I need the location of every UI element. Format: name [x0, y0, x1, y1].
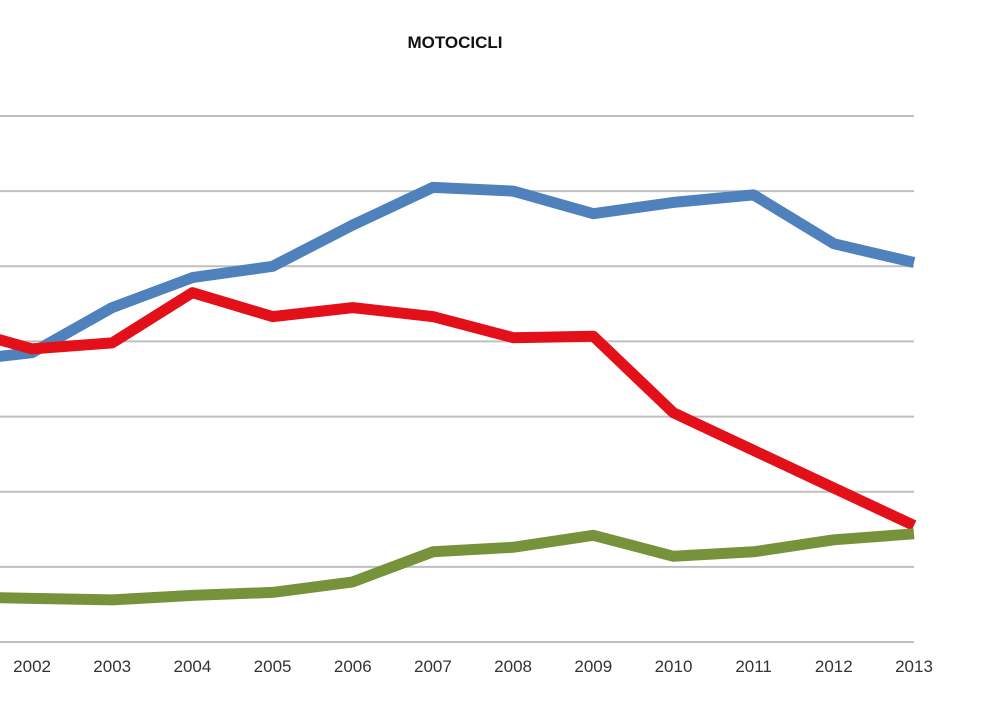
x-tick-label: 2002	[13, 657, 51, 676]
x-axis-tick-labels: 2002 2003 2004 2005 2006 2007 2008 2009 2010 2011…	[13, 657, 933, 676]
series-line-1	[0, 181, 916, 362]
x-tick-label: 2003	[93, 657, 131, 676]
chart-title: MOTOCICLI	[407, 33, 502, 52]
x-tick-label: 2010	[655, 657, 693, 676]
x-tick-label: 2009	[574, 657, 612, 676]
x-tick-label: 2007	[414, 657, 452, 676]
series-line-3	[0, 528, 915, 606]
x-tick-label: 2013	[895, 657, 933, 676]
gridlines	[0, 115, 914, 643]
series-lines	[0, 181, 917, 606]
x-tick-label: 2005	[254, 657, 292, 676]
x-tick-label: 2008	[494, 657, 532, 676]
x-tick-label: 2006	[334, 657, 372, 676]
series-line-2	[0, 287, 917, 531]
x-tick-label: 2011	[735, 657, 772, 676]
x-tick-label: 2012	[815, 657, 853, 676]
x-tick-label: 2004	[173, 657, 211, 676]
